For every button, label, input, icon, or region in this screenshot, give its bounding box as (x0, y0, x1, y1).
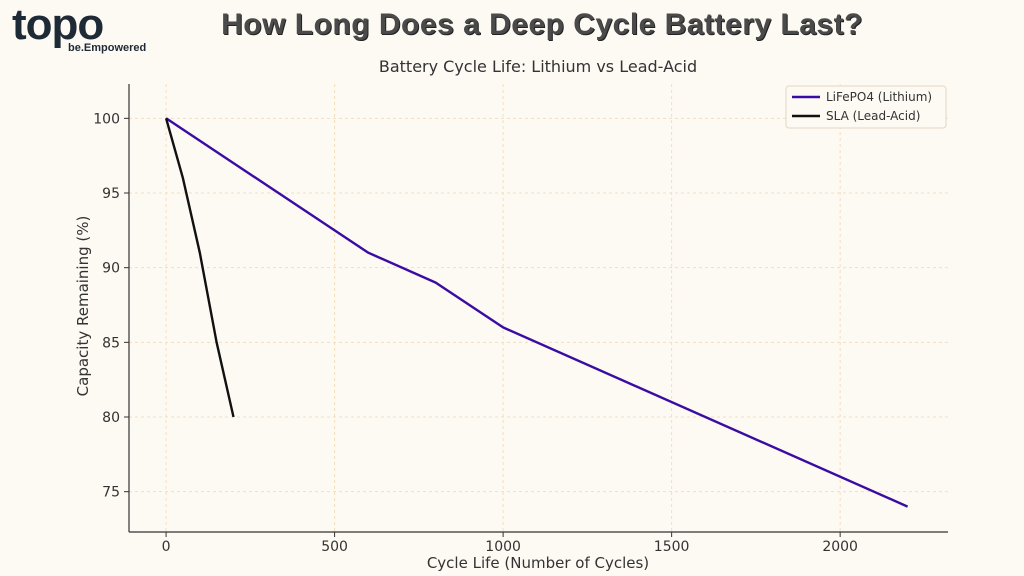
x-axis-label: Cycle Life (Number of Cycles) (427, 554, 649, 572)
legend-box (785, 85, 947, 129)
logo-tagline: be.Empowered (68, 42, 147, 54)
x-tick-label: 1000 (485, 539, 521, 555)
logo-wordmark: topo (12, 0, 104, 49)
legend-label: SLA (Lead-Acid) (826, 109, 920, 123)
y-tick-label: 90 (102, 261, 120, 277)
y-axis-label: Capacity Remaining (%) (74, 216, 92, 397)
y-tick-label: 100 (93, 111, 120, 127)
series-line-lithium (165, 117, 909, 508)
x-tick-label: 500 (321, 539, 348, 555)
x-tick-label: 0 (162, 539, 171, 555)
chart-title: Battery Cycle Life: Lithium vs Lead-Acid (379, 57, 697, 76)
headline: How Long Does a Deep Cycle Battery Last? (221, 8, 863, 41)
y-tick-label: 80 (102, 410, 120, 426)
y-tick-label: 95 (102, 186, 120, 202)
y-tick-label: 85 (102, 335, 120, 351)
legend: LiFePO4 (Lithium) SLA (Lead-Acid) (785, 85, 947, 129)
x-tick-label: 1500 (654, 539, 690, 555)
axes: 0 500 1000 1500 2000 75 80 85 90 95 100 (93, 84, 948, 555)
series-line-lead-acid (164, 117, 235, 418)
legend-label: LiFePO4 (Lithium) (826, 90, 932, 104)
series-lines (164, 117, 909, 508)
grid (129, 84, 948, 532)
x-tick-label: 2000 (822, 539, 858, 555)
y-tick-label: 75 (102, 485, 120, 501)
logo: topo be.Empowered (10, 0, 150, 56)
